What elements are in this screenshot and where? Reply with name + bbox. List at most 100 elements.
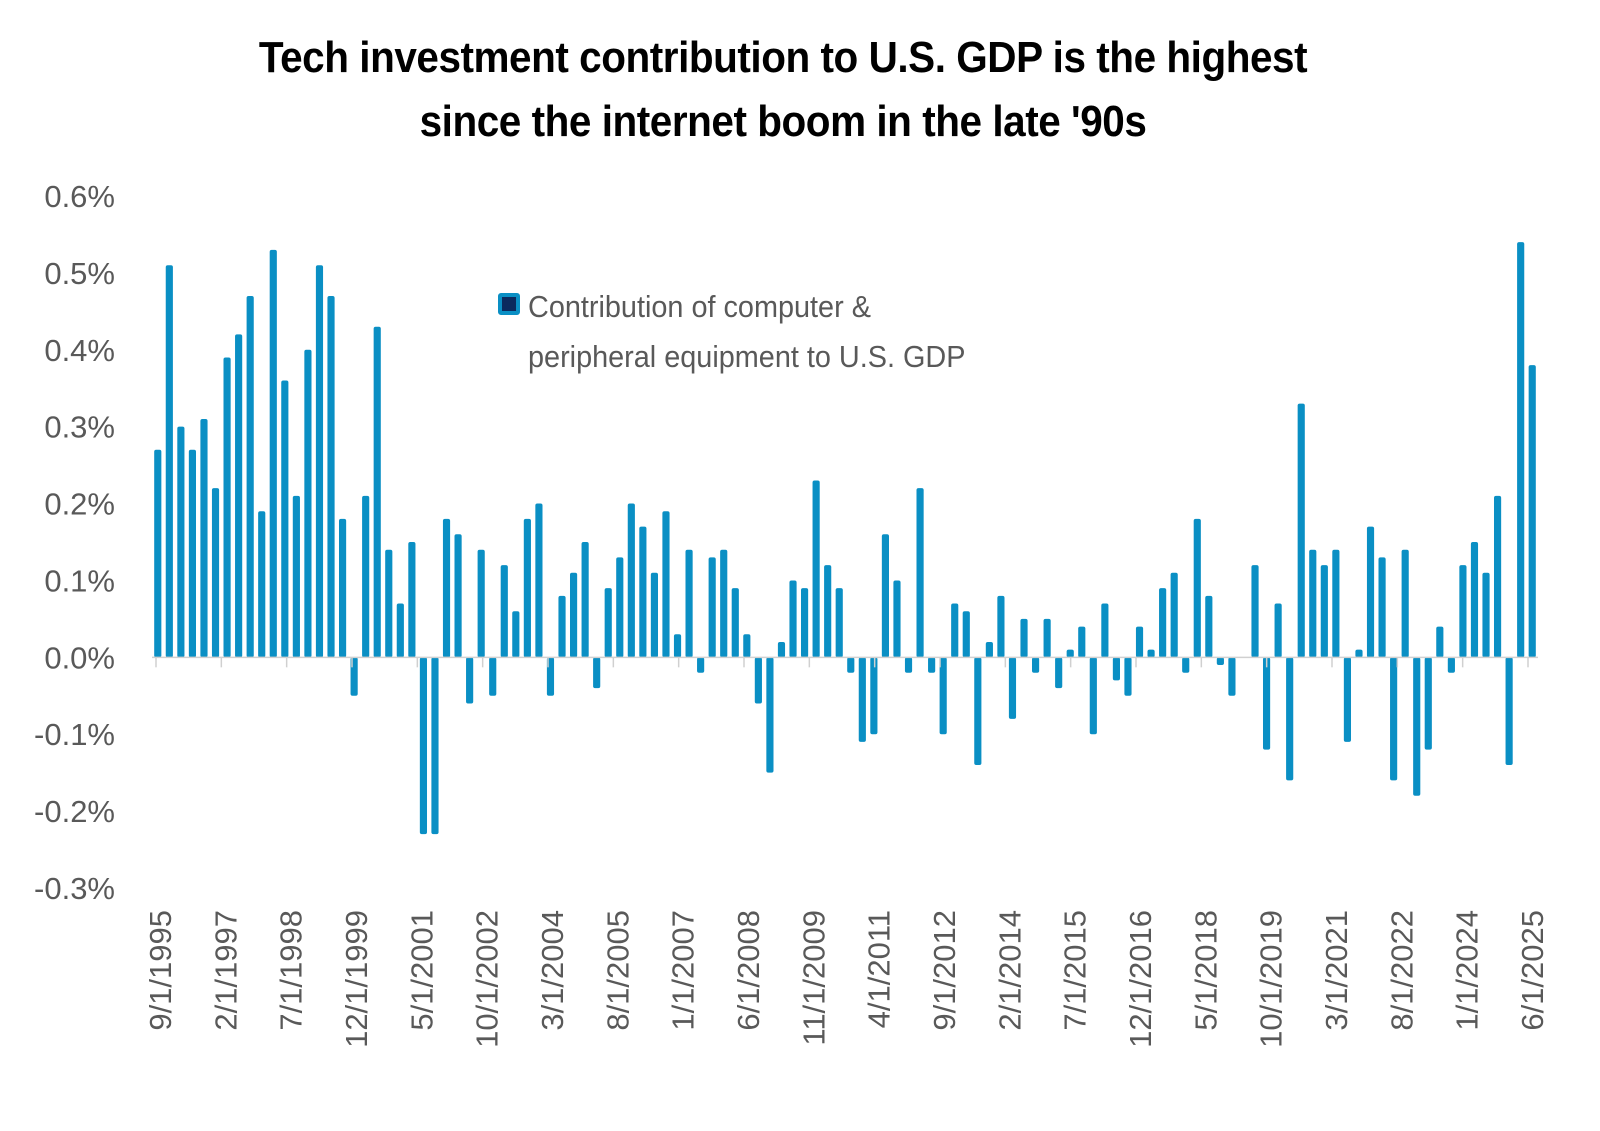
bar: [1343, 657, 1352, 742]
bar: [431, 657, 439, 835]
bar: [1043, 618, 1051, 658]
bar: [685, 549, 693, 658]
bar: [442, 518, 451, 658]
bar: [985, 641, 993, 658]
bar: [1493, 495, 1502, 658]
bar: [1031, 657, 1040, 673]
bar: [1216, 657, 1224, 666]
bar: [1159, 588, 1167, 658]
bar: [1089, 657, 1097, 735]
x-tick-label: 7/1/2015: [1058, 910, 1093, 1031]
y-tick-label: 0.5%: [44, 256, 115, 291]
x-tick-label: 8/1/2022: [1384, 910, 1419, 1031]
bar: [627, 503, 635, 658]
bar: [315, 265, 324, 658]
bar: [800, 588, 809, 658]
bar: [743, 634, 751, 658]
bar: [928, 657, 936, 673]
bar: [720, 549, 728, 658]
bar: [535, 503, 543, 658]
bar: [246, 295, 254, 658]
bar: [338, 518, 347, 658]
bar: [1309, 549, 1317, 658]
bar: [1297, 403, 1305, 658]
bar: [454, 534, 462, 658]
bars: [154, 242, 1536, 835]
bar: [1390, 657, 1398, 781]
x-tick-label: 6/1/2025: [1515, 910, 1550, 1031]
bar: [812, 480, 820, 658]
y-tick-label: -0.3%: [34, 871, 115, 906]
bar: [1262, 657, 1271, 750]
legend-label: Contribution of computer & peripheral eq…: [528, 282, 965, 382]
bar: [154, 449, 162, 658]
bar: [211, 488, 220, 658]
legend-swatch: [498, 293, 520, 315]
bar: [408, 542, 416, 658]
y-tick-label: 0.4%: [44, 333, 115, 368]
bar: [581, 542, 589, 658]
x-tick-label: 9/1/2012: [927, 910, 962, 1031]
legend-label-line-2: peripheral equipment to U.S. GDP: [528, 339, 966, 374]
bar: [1505, 657, 1513, 765]
bar: [604, 588, 612, 658]
x-tick-label: 3/1/2021: [1319, 910, 1354, 1031]
bar: [835, 588, 843, 658]
y-tick-label: 0.6%: [44, 179, 115, 214]
bar: [1320, 565, 1328, 658]
bar: [997, 595, 1005, 658]
bar: [1112, 657, 1121, 681]
bar: [789, 580, 797, 658]
bar: [396, 603, 404, 658]
bar: [593, 657, 601, 689]
bar: [385, 549, 393, 658]
x-tick-label: 9/1/1995: [143, 910, 178, 1031]
bar: [165, 265, 173, 658]
bar: [616, 557, 624, 658]
bar: [419, 657, 428, 835]
legend-label-line-1: Contribution of computer &: [528, 289, 871, 324]
bar: [373, 326, 381, 658]
bar: [893, 580, 901, 658]
bar: [1251, 565, 1259, 658]
bar: [777, 641, 786, 658]
bar: [1078, 626, 1086, 658]
bar: [1528, 365, 1536, 658]
bar: [489, 657, 497, 696]
bar: [1332, 549, 1340, 658]
bar: [1436, 626, 1444, 658]
bar: [512, 611, 520, 658]
x-tick-label: 2/1/2014: [992, 910, 1027, 1031]
bar: [754, 657, 762, 704]
bar: [1008, 657, 1017, 719]
bar: [766, 657, 774, 773]
x-tick-label: 1/1/2007: [666, 910, 701, 1031]
bar: [1055, 657, 1063, 689]
bar: [466, 657, 474, 704]
bar: [1482, 572, 1490, 658]
bar: [223, 357, 231, 658]
x-tick-label: 5/1/2001: [404, 910, 439, 1031]
y-tick-label: -0.1%: [34, 717, 115, 752]
bar: [500, 565, 508, 658]
bar: [1066, 649, 1074, 658]
x-tick-label: 7/1/1998: [274, 910, 309, 1031]
bar: [939, 657, 947, 735]
bar: [1517, 242, 1525, 658]
x-tick-label: 11/1/2009: [796, 910, 831, 1046]
bar: [824, 565, 832, 658]
bar: [951, 603, 959, 658]
y-tick-label: 0.1%: [44, 563, 115, 598]
bar: [327, 295, 335, 658]
x-tick-label: 10/1/2019: [1254, 910, 1289, 1048]
x-tick-label: 10/1/2002: [470, 910, 505, 1048]
bar: [177, 426, 185, 658]
bar: [904, 657, 913, 673]
bar: [650, 572, 659, 658]
y-tick-label: 0.2%: [44, 487, 115, 522]
x-tick-label: 6/1/2008: [731, 910, 766, 1031]
bar: [1459, 565, 1467, 658]
x-tick-label: 4/1/2011: [862, 910, 897, 1028]
chart-title-line-2: since the internet boom in the late '90s: [419, 97, 1147, 146]
bar: [1124, 657, 1132, 696]
